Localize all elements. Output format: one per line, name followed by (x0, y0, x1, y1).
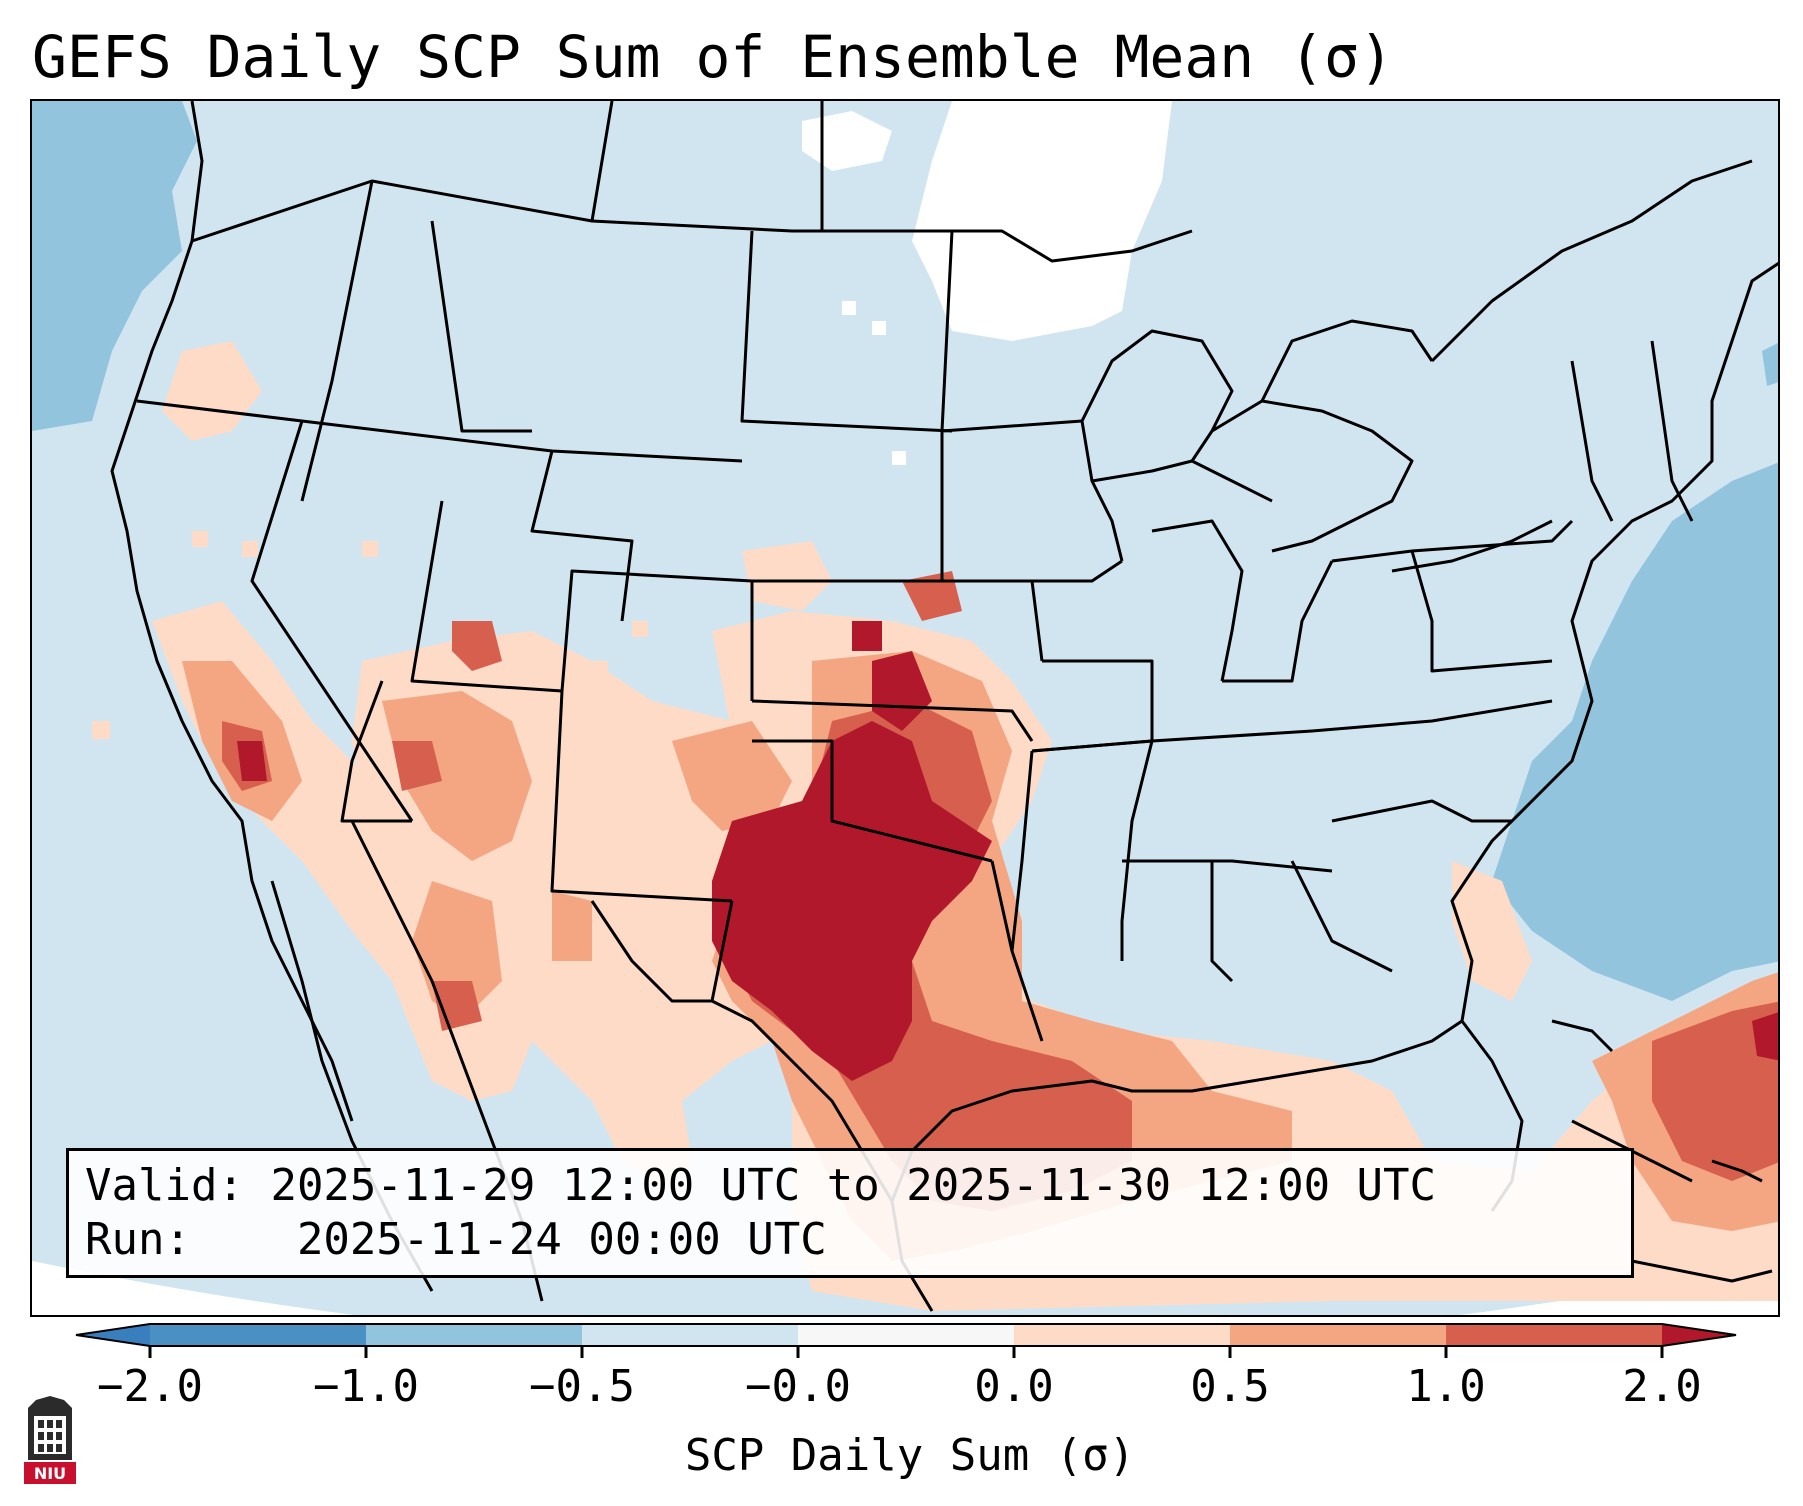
validity-info-box: Valid: 2025-11-29 12:00 UTC to 2025-11-3… (66, 1148, 1634, 1278)
logo-text: NIU (34, 1464, 66, 1483)
colorbar-extend-high (1662, 1324, 1736, 1346)
max-positive-regions (237, 621, 1778, 1081)
colorbar-tick-label: 0.5 (1190, 1361, 1270, 1412)
state-boundaries (110, 101, 1778, 1312)
niu-logo: NIU (24, 1396, 76, 1484)
colorbar-extend-low (76, 1324, 150, 1346)
run-label: Run: (85, 1214, 191, 1265)
colorbar-tick-label: −0.5 (529, 1361, 635, 1412)
valid-label: Valid: (85, 1160, 244, 1211)
colorbar-tick-label: 1.0 (1406, 1361, 1486, 1412)
colorbar-tick-label: −1.0 (313, 1361, 419, 1412)
colorbar-bin (582, 1324, 798, 1346)
run-time: 2025-11-24 00:00 UTC (296, 1214, 827, 1265)
colorbar-tick-label: −0.0 (745, 1361, 851, 1412)
colorbar-bin (1230, 1324, 1446, 1346)
scp-field-map (32, 101, 1778, 1315)
colorbar-tick-label: −2.0 (97, 1361, 203, 1412)
colorbar-bin (1446, 1324, 1662, 1346)
map-title: GEFS Daily SCP Sum of Ensemble Mean (σ) (32, 23, 1394, 91)
colorbar-tick-label: 2.0 (1622, 1361, 1702, 1412)
colorbar-bin (798, 1324, 1014, 1346)
colorbar-tick-label: 0.0 (974, 1361, 1054, 1412)
negative-anomaly-regions (32, 101, 1778, 1001)
map-panel[interactable] (30, 99, 1780, 1317)
valid-time-range: 2025-11-29 12:00 UTC to 2025-11-30 12:00… (270, 1160, 1437, 1211)
colorbar-bin (1014, 1324, 1230, 1346)
colorbar-bin (366, 1324, 582, 1346)
colorbar (75, 1323, 1737, 1358)
near-zero-regions (802, 101, 1321, 1090)
colorbar-bin (150, 1324, 366, 1346)
colorbar-label: SCP Daily Sum (σ) (684, 1430, 1136, 1481)
